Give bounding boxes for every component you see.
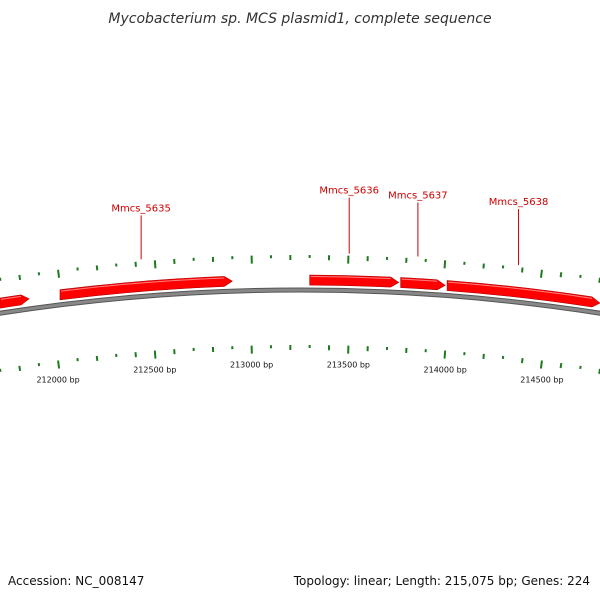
inner-tick-ring	[0, 345, 600, 374]
topology-summary: Topology: linear; Length: 215,075 bp; Ge…	[293, 574, 590, 588]
backbone	[0, 287, 600, 316]
outer-tick	[443, 260, 447, 269]
gene-arrow-mmcs_5635[interactable]	[59, 276, 233, 301]
outer-tick	[153, 260, 157, 269]
scale-label: 212500 bp	[133, 366, 176, 375]
scale-label: 213500 bp	[327, 361, 370, 370]
outer-tick	[18, 274, 22, 281]
gene-label: Mmcs_5638	[489, 197, 549, 208]
gene-arrow-mmcs_5638[interactable]	[446, 280, 600, 308]
outer-tick-ring	[0, 255, 600, 283]
gene-labels: Mmcs_5635 Mmcs_5636 Mmcs_5637 Mmcs_5638	[111, 186, 549, 266]
scale-label: 214000 bp	[424, 366, 467, 375]
gene-highlight	[401, 278, 438, 282]
gene-highlight	[0, 295, 22, 300]
gene-track	[0, 274, 600, 309]
outer-tick	[521, 267, 524, 273]
outer-tick	[95, 265, 99, 271]
gene-label: Mmcs_5635	[111, 203, 171, 214]
inner-tick	[18, 365, 22, 371]
gene-highlight	[448, 281, 593, 299]
accession-text: Accession: NC_008147	[8, 574, 145, 588]
gene-label: Mmcs_5637	[388, 191, 448, 202]
backbone-line	[0, 288, 600, 315]
gene-highlight	[310, 276, 391, 280]
map-title: Mycobacterium sp. MCS plasmid1, complete…	[108, 11, 491, 27]
outer-tick	[539, 269, 543, 278]
inner-tick	[95, 355, 99, 362]
inner-tick	[57, 360, 61, 369]
inner-tick	[443, 350, 447, 359]
gene-highlight	[60, 277, 225, 292]
inner-tick	[559, 362, 563, 369]
scale-labels: 212000 bp 212500 bp 213000 bp 213500 bp 2140…	[36, 361, 563, 385]
outer-tick	[57, 269, 61, 278]
scale-label: 212000 bp	[36, 376, 79, 385]
scale-label: 213000 bp	[230, 361, 273, 370]
inner-tick	[539, 360, 543, 369]
inner-tick	[521, 357, 524, 364]
scale-label: 214500 bp	[520, 376, 563, 385]
outer-tick	[559, 272, 563, 278]
inner-tick	[153, 350, 157, 359]
gene-label: Mmcs_5636	[319, 186, 379, 197]
